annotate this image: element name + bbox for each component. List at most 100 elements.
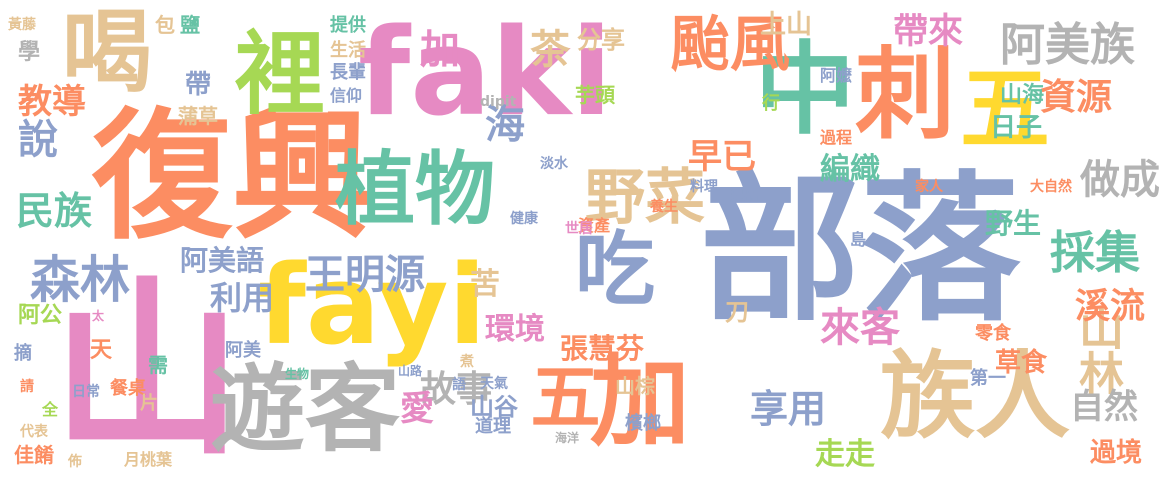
word: 行: [762, 93, 780, 114]
word: 裡: [235, 22, 325, 127]
word: 颱風: [670, 10, 790, 80]
word: 養生: [650, 199, 678, 215]
word: 檳榔: [625, 413, 661, 434]
word: 山海: [1000, 83, 1045, 108]
word: 請: [20, 379, 34, 395]
word: 享用: [750, 387, 827, 431]
word: 草食: [995, 348, 1048, 378]
word: 家人: [915, 179, 943, 195]
word: 早已: [688, 137, 756, 177]
word: 世居: [565, 221, 593, 237]
word: fayi: [258, 241, 487, 369]
word: 道理: [475, 416, 511, 437]
word: 信仰: [330, 86, 363, 105]
word: 中: [755, 31, 855, 148]
word: 阿美: [225, 340, 261, 361]
word: 學: [18, 40, 41, 65]
word: 復興: [92, 96, 373, 259]
word: 刺: [855, 36, 955, 153]
word: 資產: [578, 216, 611, 235]
word: 加: [420, 27, 460, 73]
word: 採集: [1050, 226, 1141, 279]
word: faki: [358, 4, 613, 143]
word: 日常: [72, 384, 100, 400]
word: 全: [42, 400, 59, 419]
word: 遊客: [210, 355, 401, 465]
word: 編織: [820, 152, 880, 187]
word: 黃藤: [8, 17, 36, 33]
word: 煮: [460, 354, 474, 370]
word: 佳餚: [14, 443, 54, 467]
word: 海洋: [555, 431, 580, 445]
word: dipit: [480, 94, 517, 110]
word: 天氣: [480, 376, 508, 392]
word: 五: [519, 360, 601, 430]
word: 走走: [815, 437, 875, 472]
word: 生活: [330, 40, 366, 61]
word: 山路: [398, 364, 423, 378]
word: 阿美族: [1000, 18, 1136, 71]
word: 帶來: [893, 12, 964, 52]
word: 島: [850, 230, 867, 249]
word: 片: [140, 393, 158, 414]
word: 天: [90, 338, 113, 363]
word: 日子: [990, 113, 1043, 143]
word: 自然: [1070, 387, 1138, 427]
word: 溪流: [1075, 287, 1146, 327]
word: 包: [155, 13, 175, 37]
word: 族人: [880, 342, 1071, 452]
word: 摘: [14, 343, 32, 364]
word: 用品: [730, 189, 758, 205]
word: 生物: [285, 367, 310, 381]
word: 分享: [577, 26, 625, 54]
word: 提供: [330, 15, 366, 36]
word: 加: [590, 343, 690, 460]
word: 刀: [725, 298, 749, 326]
word: 健康: [510, 211, 538, 227]
word: 阿美語: [180, 244, 265, 277]
word: 芋頭: [575, 83, 615, 107]
word: 故事: [420, 369, 493, 410]
word: 阿嬤: [820, 66, 853, 85]
word: 山: [52, 260, 243, 481]
word: 需: [148, 353, 168, 377]
word: 野菜: [585, 163, 705, 233]
word: 山林: [1071, 305, 1124, 395]
word: 山谷: [470, 393, 518, 421]
word: 民族: [16, 189, 93, 233]
word: 王明源: [305, 252, 425, 298]
word: 語: [452, 377, 466, 393]
word: 做成: [1080, 157, 1160, 203]
word: 環境: [485, 312, 545, 347]
word: 第一: [970, 368, 1006, 389]
word: 代表: [20, 424, 48, 440]
word: 山棕: [615, 374, 655, 398]
word: 海: [485, 102, 525, 148]
word: 說: [18, 117, 58, 163]
word: 部落: [700, 156, 1021, 343]
word: 上山: [760, 10, 813, 40]
word: 料理: [690, 179, 718, 195]
word: 野生: [985, 207, 1042, 240]
word: 大自然: [1030, 179, 1072, 195]
word: 植物: [335, 143, 495, 236]
word: 淡水: [540, 156, 568, 172]
word: 茶: [530, 27, 570, 73]
word: 愛: [400, 389, 434, 429]
word: 餐桌: [110, 378, 146, 399]
word: 長輩: [330, 62, 366, 83]
word: 蒲草: [178, 104, 218, 128]
word: 鹽: [180, 13, 200, 37]
word: 利用: [210, 279, 275, 317]
word: 過境: [1090, 438, 1143, 468]
word: 月桃葉: [124, 450, 173, 469]
word: 太: [92, 309, 105, 323]
word: 五: [960, 57, 1050, 162]
word: 過程: [820, 128, 853, 147]
word: 森林: [30, 251, 130, 309]
word: 吃: [575, 223, 655, 316]
word: 零食: [975, 323, 1011, 344]
word: 苦: [470, 267, 500, 302]
word: 來客: [820, 305, 900, 351]
